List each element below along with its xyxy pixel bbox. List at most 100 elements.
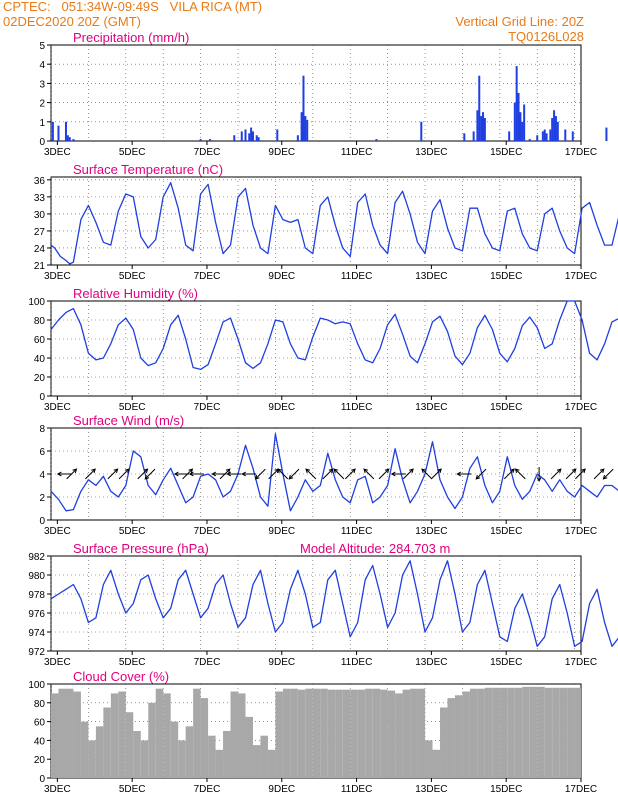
wind-arrow bbox=[421, 468, 433, 480]
precip-bar bbox=[251, 131, 254, 141]
y-tick-label: 100 bbox=[28, 680, 45, 691]
wind-arrow-head bbox=[536, 477, 542, 483]
wind-arrow-head bbox=[173, 471, 179, 477]
wind-arrow bbox=[219, 468, 231, 480]
wind-arrow bbox=[255, 468, 266, 480]
x-tick-label: 13DEC bbox=[415, 271, 447, 282]
cloud-bar bbox=[312, 688, 321, 778]
cloud-bar bbox=[469, 688, 478, 778]
cloud-bar bbox=[290, 688, 298, 778]
y-tick-label: 80 bbox=[34, 699, 46, 710]
panel-3 bbox=[47, 300, 618, 400]
precip-bar bbox=[420, 121, 423, 141]
x-tick-label: 17DEC bbox=[565, 784, 597, 795]
wind-arrow-head bbox=[390, 471, 396, 477]
x-tick-label: 9DEC bbox=[268, 271, 295, 282]
panel-5 bbox=[47, 555, 618, 655]
wind-arrow bbox=[277, 468, 289, 480]
cloud-bar bbox=[372, 688, 381, 778]
cloud-bar bbox=[327, 689, 336, 778]
precip-bar bbox=[480, 116, 483, 141]
panel-annotation: Model Altitude: 284.703 m bbox=[300, 541, 450, 556]
x-tick-label: 15DEC bbox=[490, 526, 522, 537]
wind-arrow bbox=[363, 468, 375, 480]
cloud-bar bbox=[58, 688, 66, 778]
precip-bar bbox=[208, 139, 211, 141]
header-right-1: Vertical Grid Line: 20Z bbox=[455, 14, 584, 29]
precip-bar bbox=[472, 131, 475, 141]
x-tick-label: 11DEC bbox=[341, 147, 373, 158]
y-tick-label: 982 bbox=[28, 552, 45, 563]
wind-arrow-head bbox=[241, 471, 246, 477]
series-line bbox=[50, 300, 618, 371]
x-tick-label: 3DEC bbox=[44, 784, 71, 795]
x-tick-label: 5DEC bbox=[119, 526, 146, 537]
wind-arrow-head bbox=[144, 474, 150, 480]
precip-bar bbox=[605, 127, 608, 141]
panel-6 bbox=[47, 683, 582, 782]
cloud-bar bbox=[432, 749, 440, 778]
x-tick-label: 9DEC bbox=[268, 526, 295, 537]
y-tick-label: 2 bbox=[39, 99, 45, 110]
wind-arrow-head bbox=[328, 468, 334, 474]
y-tick-label: 4 bbox=[39, 470, 45, 481]
x-tick-label: 15DEC bbox=[490, 784, 522, 795]
precip-bar bbox=[476, 110, 479, 141]
precip-bar bbox=[304, 116, 307, 141]
y-tick-label: 0 bbox=[39, 137, 45, 148]
cloud-bar bbox=[567, 687, 575, 778]
header-line-2: 02DEC2020 20Z (GMT) bbox=[3, 14, 141, 29]
panel-2 bbox=[47, 176, 618, 269]
wind-arrow-head bbox=[351, 468, 356, 474]
cloud-bar bbox=[387, 690, 396, 778]
cloud-bar bbox=[193, 688, 201, 778]
precip-bar bbox=[257, 137, 260, 141]
precip-bar bbox=[541, 131, 544, 141]
cloud-bar bbox=[297, 689, 306, 778]
x-tick-label: 11DEC bbox=[341, 271, 373, 282]
cloud-bar bbox=[402, 689, 411, 778]
y-tick-label: 40 bbox=[34, 354, 46, 365]
wind-arrow-head bbox=[188, 468, 194, 474]
cloud-bar bbox=[163, 693, 171, 778]
cloud-bar bbox=[439, 707, 448, 778]
x-tick-label: 9DEC bbox=[268, 402, 295, 413]
cloud-bar bbox=[148, 702, 156, 778]
y-tick-label: 8 bbox=[39, 424, 45, 435]
x-tick-label: 5DEC bbox=[119, 271, 146, 282]
panel-title: Surface Pressure (hPa) bbox=[73, 541, 209, 556]
wind-arrow-head bbox=[599, 468, 605, 474]
y-tick-label: 974 bbox=[28, 628, 45, 639]
panel-frame bbox=[50, 555, 582, 652]
panel-title: Relative Humidity (%) bbox=[73, 286, 198, 301]
wind-arrow bbox=[305, 468, 317, 480]
precip-bar bbox=[250, 127, 253, 141]
cloud-bar bbox=[178, 740, 186, 778]
y-tick-label: 36 bbox=[34, 176, 46, 187]
wind-arrow-head bbox=[475, 474, 481, 480]
wind-arrow bbox=[288, 468, 300, 480]
y-tick-label: 60 bbox=[34, 718, 46, 729]
precip-bar bbox=[478, 75, 481, 141]
wind-arrow-head bbox=[225, 468, 231, 474]
cloud-bar bbox=[492, 687, 500, 778]
precip-bar bbox=[463, 133, 466, 141]
wind-arrow bbox=[333, 468, 345, 480]
series-line bbox=[50, 433, 618, 512]
precip-bar bbox=[517, 93, 520, 141]
wind-arrow bbox=[137, 468, 148, 480]
wind-arrow-head bbox=[288, 474, 294, 480]
precip-bar bbox=[528, 139, 531, 141]
wind-arrow bbox=[66, 468, 77, 480]
cloud-bar bbox=[559, 687, 568, 778]
wind-arrow-head bbox=[56, 471, 62, 477]
precip-bar bbox=[255, 135, 258, 141]
precip-bar bbox=[519, 112, 522, 141]
wind-arrow-head bbox=[456, 471, 462, 477]
x-tick-label: 13DEC bbox=[415, 784, 447, 795]
wind-arrow-head bbox=[143, 468, 149, 474]
header-right-2: TQ0126L028 bbox=[508, 29, 584, 44]
precip-bar bbox=[51, 121, 54, 141]
y-tick-label: 27 bbox=[34, 227, 46, 238]
precip-bar bbox=[545, 133, 548, 141]
